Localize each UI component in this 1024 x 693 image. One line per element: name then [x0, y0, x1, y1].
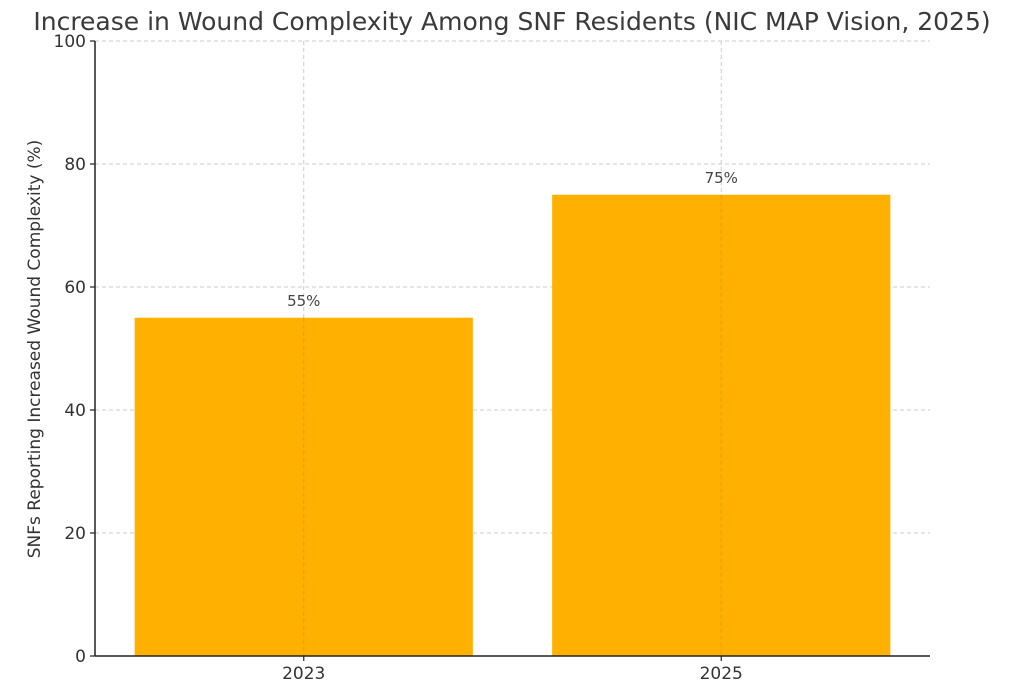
bar-layer: 55% 75%: [134, 169, 891, 656]
axis-layer: 0 20 40 60 80 100 2023 2025: [54, 32, 930, 684]
y-tick-label: 20: [64, 524, 86, 544]
data-label: 55%: [287, 292, 320, 310]
y-axis-label: SNFs Reporting Increased Wound Complexit…: [25, 140, 45, 559]
y-tick-label: 60: [64, 278, 86, 298]
y-tick-label: 40: [64, 401, 86, 421]
chart-title: Increase in Wound Complexity Among SNF R…: [33, 7, 990, 36]
data-label: 75%: [705, 169, 738, 187]
y-tick-label: 80: [64, 155, 86, 175]
x-tick-label: 2023: [282, 664, 325, 684]
x-tick-label: 2025: [700, 664, 743, 684]
bar-2025: [552, 194, 891, 656]
y-tick-label: 100: [54, 32, 86, 52]
y-tick-label: 0: [75, 647, 86, 667]
